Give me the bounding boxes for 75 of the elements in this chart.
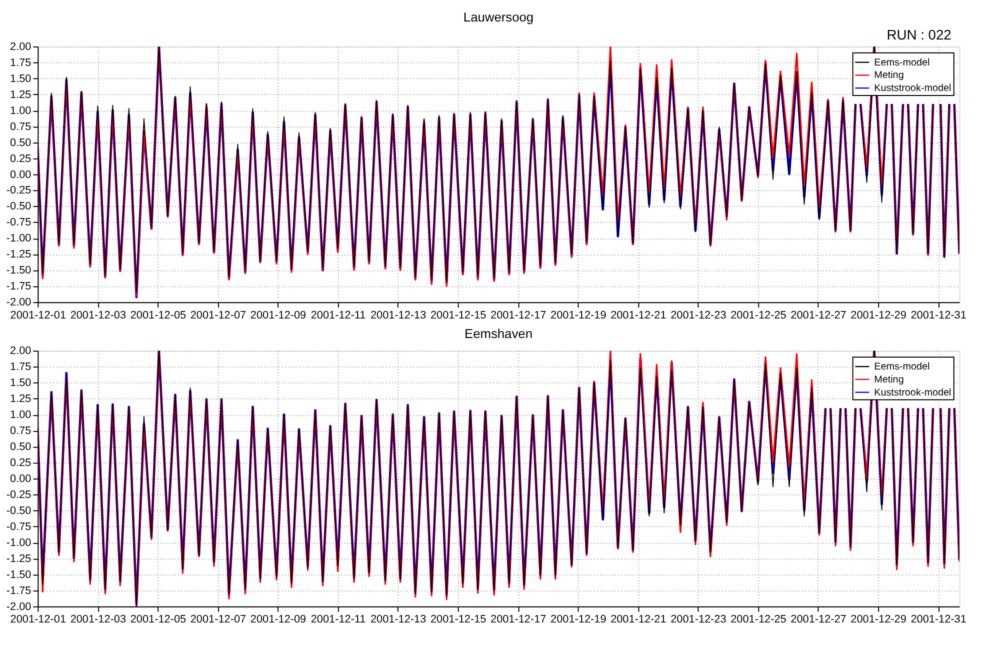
y-tick-label: -1.75	[6, 584, 32, 597]
chart-title: Eemshaven	[464, 326, 532, 341]
y-tick-label: -1.50	[6, 568, 32, 581]
legend-label: Kuststrook-model	[874, 387, 952, 398]
x-tick-label: 2001-12-23	[670, 309, 726, 322]
y-tick-label: 0.25	[10, 457, 32, 470]
x-tick-label: 2001-12-05	[130, 309, 186, 322]
y-tick-label: 1.00	[10, 104, 32, 117]
y-tick-label: 1.50	[10, 377, 32, 390]
x-tick-label: 2001-12-05	[130, 614, 186, 626]
x-tick-label: 2001-12-19	[550, 614, 606, 626]
y-tick-label: 1.25	[10, 88, 32, 101]
y-tick-label: 0.50	[10, 441, 32, 454]
y-tick-label: -2.00	[6, 600, 32, 613]
y-tick-label: -1.00	[6, 232, 32, 245]
x-tick-label: 2001-12-03	[70, 614, 126, 626]
x-tick-label: 2001-12-31	[910, 309, 966, 322]
y-tick-label: -0.50	[6, 504, 32, 517]
x-tick-label: 2001-12-13	[370, 309, 426, 322]
y-tick-label: 0.00	[10, 473, 32, 486]
y-tick-label: -1.25	[6, 552, 32, 565]
y-tick-label: -1.00	[6, 536, 32, 549]
x-tick-label: 2001-12-29	[850, 614, 906, 626]
x-tick-label: 2001-12-03	[70, 309, 126, 322]
legend-label: Eems-model	[874, 57, 930, 68]
y-tick-label: -2.00	[6, 296, 32, 309]
x-tick-label: 2001-12-09	[250, 309, 306, 322]
x-tick-label: 2001-12-01	[10, 614, 66, 626]
chart-title: Lauwersoog	[463, 10, 534, 25]
legend-label: Eems-model	[874, 362, 930, 373]
y-tick-label: 0.25	[10, 152, 32, 165]
x-tick-label: 2001-12-15	[430, 614, 486, 626]
x-tick-label: 2001-12-23	[670, 614, 726, 626]
legend-label: Kuststrook-model	[874, 83, 952, 94]
y-tick-label: -0.75	[6, 216, 32, 229]
x-tick-label: 2001-12-13	[370, 614, 426, 626]
y-tick-label: -0.25	[6, 184, 32, 197]
x-tick-label: 2001-12-11	[310, 614, 366, 626]
x-tick-label: 2001-12-01	[10, 309, 66, 322]
y-tick-label: 0.75	[10, 120, 32, 133]
x-tick-label: 2001-12-31	[910, 614, 966, 626]
legend-label: Meting	[874, 374, 904, 386]
y-tick-label: -1.25	[6, 248, 32, 261]
y-tick-label: -1.50	[6, 264, 32, 277]
x-tick-label: 2001-12-21	[610, 614, 666, 626]
x-tick-label: 2001-12-15	[430, 309, 486, 322]
x-tick-label: 2001-12-27	[790, 614, 846, 626]
x-tick-label: 2001-12-11	[310, 309, 366, 322]
y-tick-label: -1.75	[6, 280, 32, 293]
y-tick-label: -0.50	[6, 200, 32, 213]
x-tick-label: 2001-12-21	[610, 309, 666, 322]
x-tick-label: 2001-12-19	[550, 309, 606, 322]
x-tick-label: 2001-12-07	[190, 614, 246, 626]
y-tick-label: 1.75	[10, 361, 32, 374]
text: RUN : 022	[886, 26, 952, 43]
y-tick-label: 0.00	[10, 168, 32, 181]
x-tick-label: 2001-12-07	[190, 309, 246, 322]
x-tick-label: 2001-12-29	[850, 309, 906, 322]
y-tick-label: 0.50	[10, 136, 32, 149]
y-tick-label: 2.00	[10, 345, 32, 358]
x-tick-label: 2001-12-17	[490, 614, 546, 626]
x-tick-label: 2001-12-17	[490, 309, 546, 322]
y-tick-label: 2.00	[10, 40, 32, 53]
y-tick-label: 1.25	[10, 393, 32, 406]
x-tick-label: 2001-12-27	[790, 309, 846, 322]
x-tick-label: 2001-12-09	[250, 614, 306, 626]
y-tick-label: -0.75	[6, 520, 32, 533]
y-tick-label: 1.50	[10, 72, 32, 85]
y-tick-label: 0.75	[10, 425, 32, 438]
y-tick-label: 1.00	[10, 409, 32, 422]
x-tick-label: 2001-12-25	[730, 309, 786, 322]
x-tick-label: 2001-12-25	[730, 614, 786, 626]
legend-label: Meting	[874, 70, 904, 82]
y-tick-label: 1.75	[10, 56, 32, 69]
y-tick-label: -0.25	[6, 488, 32, 501]
